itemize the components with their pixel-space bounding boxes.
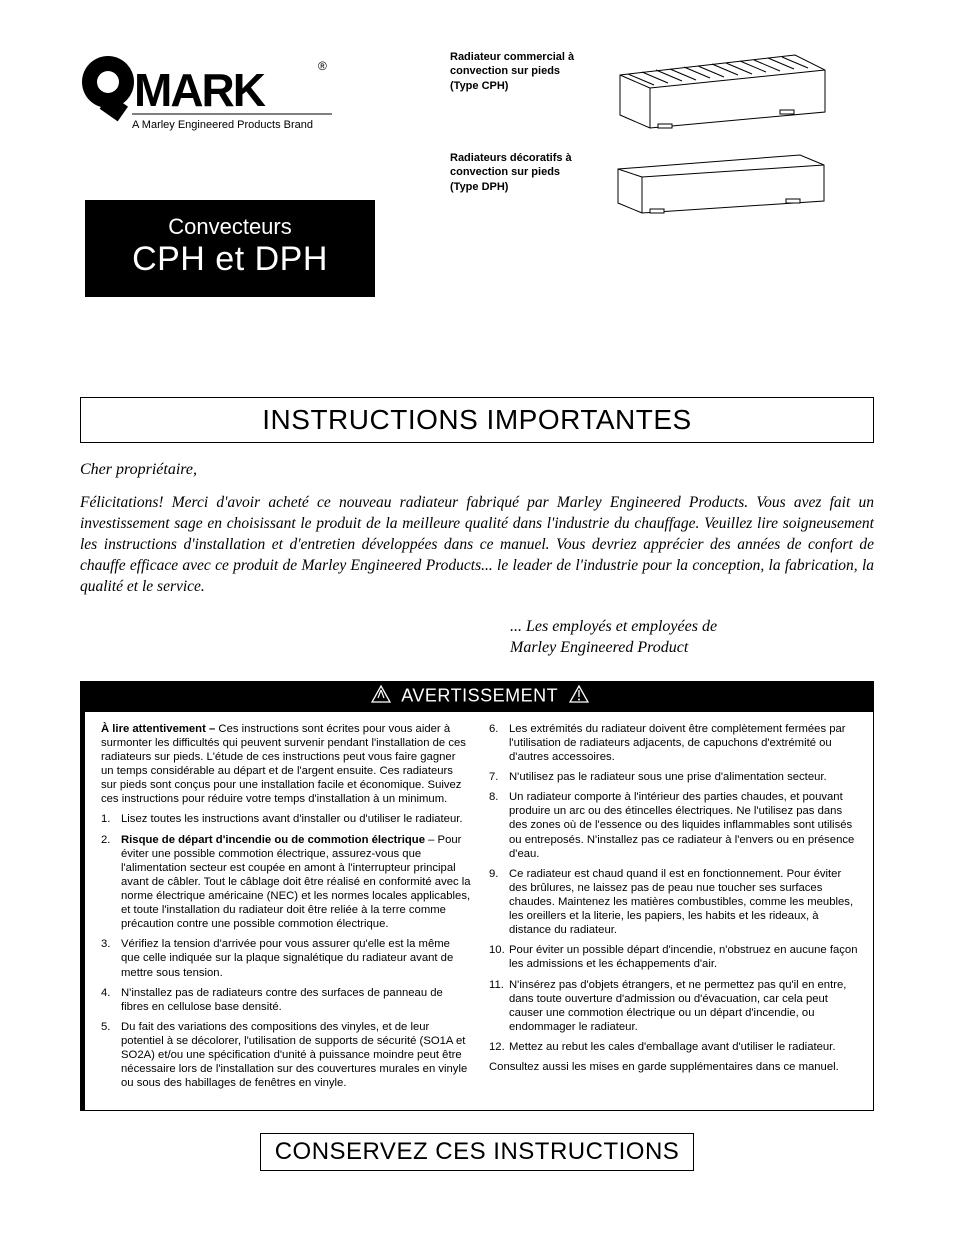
instructions-title: INSTRUCTIONS IMPORTANTES <box>262 404 691 435</box>
warning-item: 9.Ce radiateur est chaud quand il est en… <box>489 867 859 938</box>
warning-item-text: Les extrémités du radiateur doivent être… <box>509 722 859 764</box>
warning-item: 2.Risque de départ d'incendie ou de comm… <box>101 833 471 932</box>
footer-title-box: CONSERVEZ CES INSTRUCTIONS <box>260 1133 695 1171</box>
intro-paragraph: Félicitations! Merci d'avoir acheté ce n… <box>80 493 874 598</box>
warning-item: 5.Du fait des variations des composition… <box>101 1020 471 1091</box>
warning-item-number: 12. <box>489 1040 509 1054</box>
warning-item-number: 2. <box>101 833 121 932</box>
warning-item-number: 9. <box>489 867 509 938</box>
product-cph: Radiateur commercial à convection sur pi… <box>450 50 874 135</box>
warning-item: 10.Pour éviter un possible départ d'ince… <box>489 943 859 971</box>
warning-item: 8.Un radiateur comporte à l'intérieur de… <box>489 790 859 861</box>
instructions-title-box: INSTRUCTIONS IMPORTANTES <box>80 397 874 443</box>
warning-item-text: Du fait des variations des compositions … <box>121 1020 471 1091</box>
warning-item: 1.Lisez toutes les instructions avant d'… <box>101 812 471 826</box>
warning-triangle-right-icon <box>569 685 589 708</box>
warning-triangle-left-icon <box>371 685 391 708</box>
warning-item-number: 5. <box>101 1020 121 1091</box>
product-dph-drawing <box>610 151 874 226</box>
warning-item-text: Lisez toutes les instructions avant d'in… <box>121 812 471 826</box>
warning-item-text: Un radiateur comporte à l'intérieur des … <box>509 790 859 861</box>
warning-item: 4.N'installez pas de radiateurs contre d… <box>101 986 471 1014</box>
warning-item-number: 11. <box>489 978 509 1034</box>
header-row: MARK ® A Marley Engineered Products Bran… <box>80 50 874 297</box>
warning-item-number: 10. <box>489 943 509 971</box>
warning-item: 11.N'insérez pas d'objets étrangers, et … <box>489 978 859 1034</box>
warning-item-text: Pour éviter un possible départ d'incendi… <box>509 943 859 971</box>
logo: MARK ® A Marley Engineered Products Bran… <box>80 50 420 150</box>
product-column: Radiateur commercial à convection sur pi… <box>450 50 874 297</box>
product-dph: Radiateurs décoratifs à convection sur p… <box>450 151 874 226</box>
warning-col-right: 6.Les extrémités du radiateur doivent êt… <box>489 722 859 1097</box>
title-main: CPH et DPH <box>107 240 353 279</box>
warning-item-text: N'utilisez pas le radiateur sous une pri… <box>509 770 859 784</box>
warning-box: AVERTISSEMENT À lire attentivement – Ces… <box>80 681 874 1112</box>
warning-item-text: N'installez pas de radiateurs contre des… <box>121 986 471 1014</box>
warning-col-left: À lire attentivement – Ces instructions … <box>101 722 471 1097</box>
warning-body: À lire attentivement – Ces instructions … <box>81 712 873 1111</box>
warning-item: 7.N'utilisez pas le radiateur sous une p… <box>489 770 859 784</box>
warning-item-text: Risque de départ d'incendie ou de commot… <box>121 833 471 932</box>
signoff: ... Les employés et employées de Marley … <box>510 616 874 659</box>
warning-item-text: Vérifiez la tension d'arrivée pour vous … <box>121 937 471 979</box>
warning-item: 12.Mettez au rebut les cales d'emballage… <box>489 1040 859 1054</box>
product-cph-label: Radiateur commercial à convection sur pi… <box>450 50 610 93</box>
footer-title: CONSERVEZ CES INSTRUCTIONS <box>275 1138 680 1165</box>
warning-bar: AVERTISSEMENT <box>81 681 873 712</box>
warning-item-number: 3. <box>101 937 121 979</box>
warning-lead-bold: À lire attentivement – <box>101 723 215 735</box>
warning-item-text: Mettez au rebut les cales d'emballage av… <box>509 1040 859 1054</box>
salutation: Cher propriétaire, <box>80 461 874 479</box>
warning-item: 6.Les extrémités du radiateur doivent êt… <box>489 722 859 764</box>
product-dph-label: Radiateurs décoratifs à convection sur p… <box>450 151 610 194</box>
logo-column: MARK ® A Marley Engineered Products Bran… <box>80 50 420 297</box>
product-cph-drawing <box>610 50 874 135</box>
warning-item-text: Ce radiateur est chaud quand il est en f… <box>509 867 859 938</box>
warning-item: 3.Vérifiez la tension d'arrivée pour vou… <box>101 937 471 979</box>
warning-bar-text: AVERTISSEMENT <box>401 685 558 705</box>
warning-lead-text: Ces instructions sont écrites pour vous … <box>101 723 466 806</box>
svg-text:MARK: MARK <box>134 64 266 116</box>
warning-item-number: 7. <box>489 770 509 784</box>
qmark-logo-icon: MARK ® A Marley Engineered Products Bran… <box>80 50 340 150</box>
warning-item-number: 6. <box>489 722 509 764</box>
registered-mark: ® <box>318 59 327 73</box>
warning-item-number: 8. <box>489 790 509 861</box>
warning-item-number: 4. <box>101 986 121 1014</box>
logo-tagline: A Marley Engineered Products Brand <box>132 119 313 131</box>
warning-tail: Consultez aussi les mises en garde suppl… <box>489 1060 859 1074</box>
title-subtitle: Convecteurs <box>107 214 353 240</box>
warning-item-text: N'insérez pas d'objets étrangers, et ne … <box>509 978 859 1034</box>
warning-lead: À lire attentivement – Ces instructions … <box>101 722 471 807</box>
title-box: Convecteurs CPH et DPH <box>85 200 375 297</box>
warning-item-number: 1. <box>101 812 121 826</box>
